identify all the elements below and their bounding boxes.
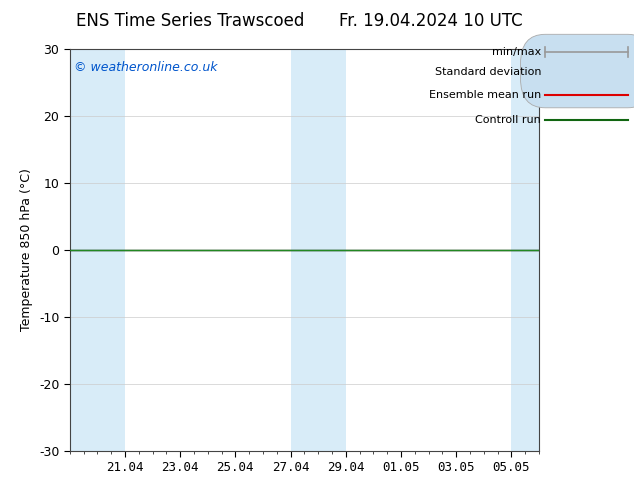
Bar bbox=[70, 49, 125, 451]
Text: Ensemble mean run: Ensemble mean run bbox=[429, 90, 541, 100]
FancyBboxPatch shape bbox=[521, 34, 634, 108]
Text: © weatheronline.co.uk: © weatheronline.co.uk bbox=[74, 61, 218, 74]
Text: Fr. 19.04.2024 10 UTC: Fr. 19.04.2024 10 UTC bbox=[339, 12, 523, 30]
Bar bbox=[511, 49, 539, 451]
Bar bbox=[290, 49, 346, 451]
Text: min/max: min/max bbox=[492, 47, 541, 57]
Text: Standard deviation: Standard deviation bbox=[435, 67, 541, 76]
Text: ENS Time Series Trawscoed: ENS Time Series Trawscoed bbox=[76, 12, 304, 30]
Text: Controll run: Controll run bbox=[476, 115, 541, 124]
Y-axis label: Temperature 850 hPa (°C): Temperature 850 hPa (°C) bbox=[20, 169, 34, 331]
